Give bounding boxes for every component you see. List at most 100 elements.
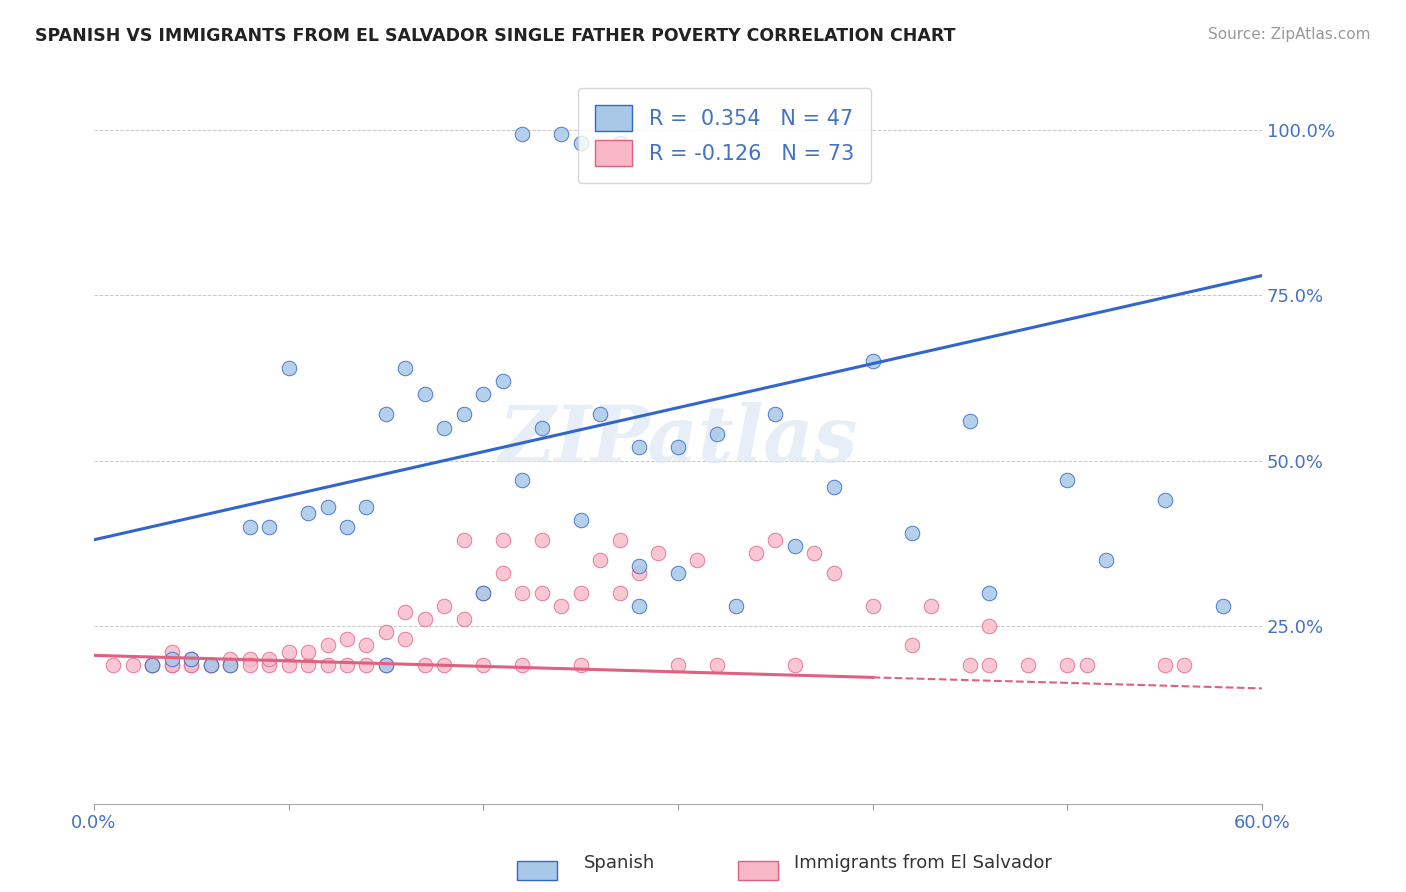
Point (316, 639, 339, 653)
Point (550, 127, 572, 141)
Point (979, 585, 1001, 599)
Point (257, 651, 280, 665)
Point (550, 599, 572, 613)
Point (609, 136, 631, 151)
Point (472, 658, 495, 673)
Point (530, 585, 553, 599)
Point (1076, 658, 1098, 673)
Point (160, 658, 183, 673)
Point (103, 658, 125, 673)
Point (569, 513, 592, 527)
Point (413, 612, 436, 626)
Point (627, 559, 650, 574)
Point (1056, 473, 1078, 487)
Point (257, 519, 280, 533)
Point (763, 407, 786, 421)
Point (959, 414, 981, 428)
Point (783, 658, 806, 673)
Text: Spanish: Spanish (583, 855, 655, 872)
Point (453, 407, 475, 421)
Point (374, 658, 396, 673)
Point (356, 658, 378, 673)
Point (725, 599, 748, 613)
Point (472, 387, 495, 401)
Point (510, 585, 533, 599)
Point (336, 519, 359, 533)
Point (257, 658, 280, 673)
Point (589, 407, 612, 421)
Point (920, 599, 942, 613)
Point (121, 658, 143, 673)
Point (277, 658, 299, 673)
Point (316, 500, 339, 514)
Point (160, 645, 183, 659)
Point (356, 500, 378, 514)
Point (763, 533, 786, 547)
Point (316, 658, 339, 673)
Point (862, 599, 884, 613)
Point (1056, 658, 1078, 673)
Point (219, 651, 242, 665)
Point (472, 585, 495, 599)
Point (239, 651, 262, 665)
Point (374, 407, 396, 421)
Point (530, 533, 553, 547)
Point (979, 658, 1001, 673)
Text: ZIPatlas: ZIPatlas (498, 402, 858, 479)
Point (277, 645, 299, 659)
Point (823, 480, 845, 494)
Point (180, 658, 202, 673)
Point (569, 585, 592, 599)
Point (239, 658, 262, 673)
Point (783, 540, 806, 554)
Point (900, 639, 922, 653)
Point (433, 658, 456, 673)
Point (219, 658, 242, 673)
Point (413, 387, 436, 401)
Point (356, 639, 378, 653)
Point (453, 533, 475, 547)
Point (141, 658, 163, 673)
Point (627, 440, 650, 454)
Point (394, 632, 416, 646)
Point (180, 651, 202, 665)
Point (492, 533, 515, 547)
Point (374, 658, 396, 673)
Point (394, 361, 416, 376)
Point (627, 566, 650, 580)
Point (336, 632, 359, 646)
Point (979, 618, 1001, 632)
Point (160, 651, 183, 665)
Point (141, 658, 163, 673)
Point (510, 127, 533, 141)
Point (433, 420, 456, 434)
Point (627, 599, 650, 613)
Point (862, 354, 884, 368)
Point (745, 546, 768, 560)
Point (569, 136, 592, 151)
Point (200, 658, 222, 673)
Text: Immigrants from El Salvador: Immigrants from El Salvador (794, 855, 1052, 872)
Point (492, 566, 515, 580)
Point (900, 526, 922, 541)
Point (200, 658, 222, 673)
Point (589, 552, 612, 566)
Point (297, 507, 319, 521)
Point (530, 420, 553, 434)
Point (666, 440, 689, 454)
Point (413, 658, 436, 673)
Point (200, 658, 222, 673)
Point (297, 645, 319, 659)
Point (647, 546, 669, 560)
Point (1153, 493, 1175, 508)
Point (180, 658, 202, 673)
Point (180, 651, 202, 665)
Point (569, 658, 592, 673)
Point (1095, 552, 1118, 566)
Point (141, 658, 163, 673)
Point (1212, 599, 1234, 613)
Point (609, 585, 631, 599)
Point (239, 519, 262, 533)
Text: SPANISH VS IMMIGRANTS FROM EL SALVADOR SINGLE FATHER POVERTY CORRELATION CHART: SPANISH VS IMMIGRANTS FROM EL SALVADOR S… (35, 27, 956, 45)
Point (394, 606, 416, 620)
